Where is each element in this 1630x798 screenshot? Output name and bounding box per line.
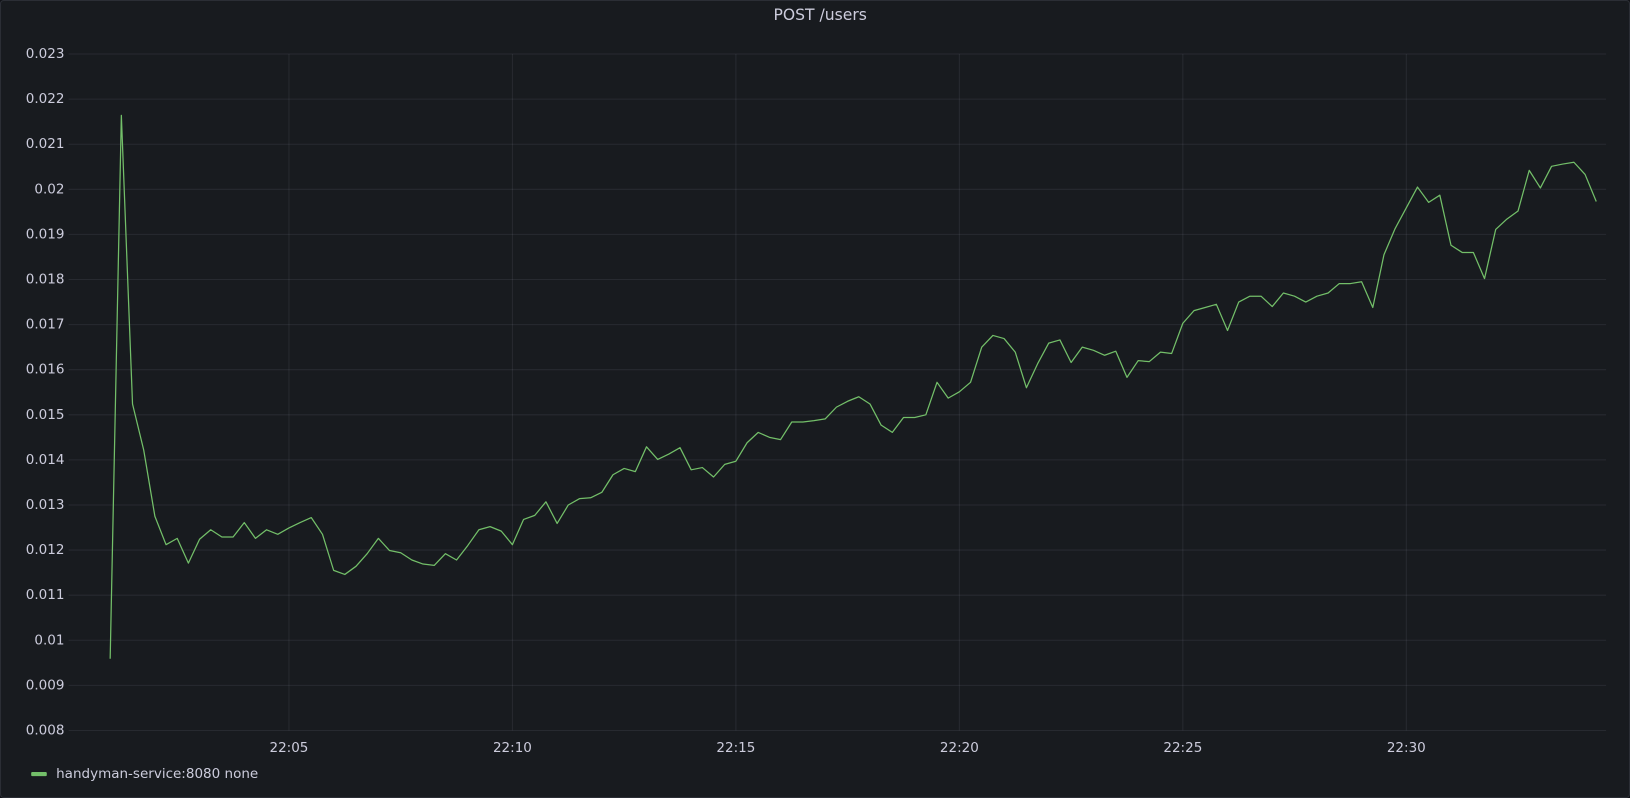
y-tick-label: 0.011	[26, 587, 65, 603]
x-tick-label: 22:15	[716, 740, 755, 756]
y-tick-label: 0.018	[26, 272, 65, 288]
y-tick-label: 0.009	[26, 677, 65, 693]
panel-title: POST /users	[774, 6, 867, 24]
y-tick-label: 0.013	[26, 497, 65, 513]
y-tick-label: 0.016	[26, 362, 65, 378]
x-tick-label: 22:05	[269, 740, 308, 756]
y-tick-label: 0.008	[26, 722, 65, 738]
y-tick-label: 0.012	[26, 542, 65, 558]
y-tick-label: 0.022	[26, 91, 65, 107]
y-tick-label: 0.019	[26, 226, 65, 242]
y-tick-label: 0.021	[26, 136, 65, 152]
series-line	[109, 114, 1597, 659]
x-tick-label: 22:25	[1163, 740, 1202, 756]
legend-label: handyman-service:8080 none	[56, 766, 258, 782]
y-tick-label: 0.02	[34, 181, 64, 197]
y-tick-label: 0.015	[26, 407, 65, 423]
legend-swatch	[31, 772, 47, 777]
x-tick-label: 22:20	[940, 740, 979, 756]
y-tick-label: 0.014	[26, 452, 65, 468]
x-tick-label: 22:30	[1387, 740, 1426, 756]
y-tick-label: 0.017	[26, 317, 65, 333]
y-tick-label: 0.01	[34, 632, 64, 648]
y-tick-label: 0.023	[26, 46, 65, 62]
x-tick-label: 22:10	[493, 740, 532, 756]
